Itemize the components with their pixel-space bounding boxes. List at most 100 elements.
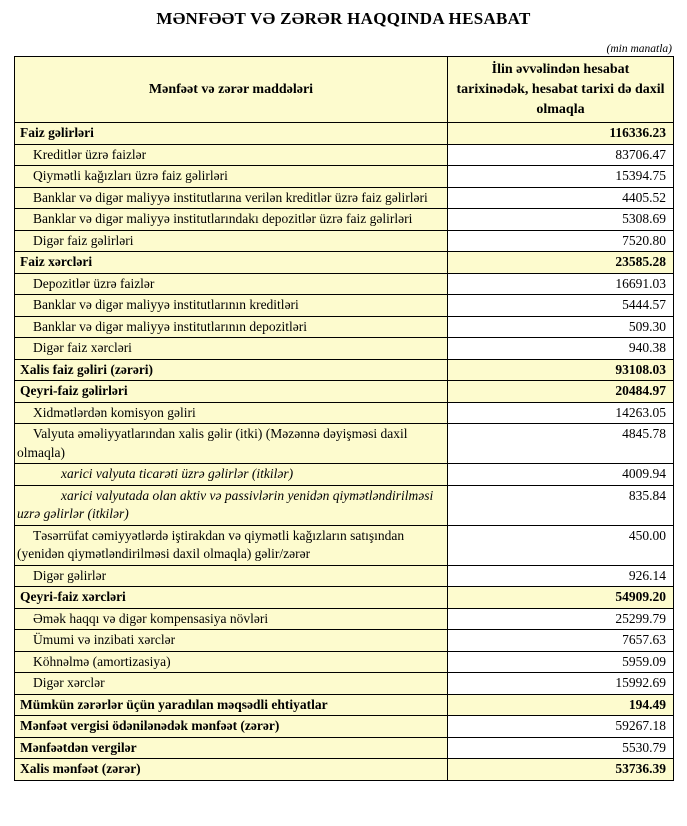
row-label: Digər xərclər — [14, 672, 448, 695]
row-value: 509.30 — [447, 315, 674, 338]
row-value: 54909.20 — [447, 586, 674, 609]
table-row: xarici valyuta ticarəti üzrə gəlirlər (i… — [14, 463, 674, 486]
table-row: Banklar və digər maliyyə institutlarında… — [14, 208, 674, 231]
row-value: 7520.80 — [447, 229, 674, 252]
row-label-text: Ümumi və inzibati xərclər — [33, 632, 176, 647]
row-label: Banklar və digər maliyyə institutlarının… — [14, 315, 448, 338]
row-value: 23585.28 — [447, 251, 674, 274]
row-label-text: Təsərrüfat cəmiyyətlərdə iştirakdan və q… — [17, 527, 405, 562]
row-value: 116336.23 — [447, 122, 674, 145]
row-label: Depozitlər üzrə faizlər — [14, 272, 448, 295]
row-label: xarici valyuta ticarəti üzrə gəlirlər (i… — [14, 463, 448, 486]
pl-table-body: Faiz gəlirləri 116336.23 Kreditlər üzrə fa… — [14, 122, 674, 781]
row-label-text: Qeyri-faiz gəlirləri — [20, 383, 128, 398]
row-value: 450.00 — [447, 524, 674, 566]
row-value: 83706.47 — [447, 143, 674, 166]
row-label: Banklar və digər maliyyə institutlarında… — [14, 208, 448, 231]
row-label: Mümkün zərərlər üçün yaradılan məqsədli … — [14, 693, 448, 716]
table-row: Digər gəlirlər 926.14 — [14, 564, 674, 587]
row-value: 5444.57 — [447, 294, 674, 317]
row-value: 926.14 — [447, 564, 674, 587]
table-row: Digər faiz xərcləri 940.38 — [14, 337, 674, 360]
row-label-text: Faiz gəlirləri — [20, 125, 94, 140]
table-row: Xalis mənfəət (zərər) 53736.39 — [14, 758, 674, 781]
row-value: 4405.52 — [447, 186, 674, 209]
row-label-text: Xalis faiz gəliri (zərəri) — [20, 361, 154, 377]
row-label-text: Faiz xərcləri — [20, 254, 93, 269]
table-row: Banklar və digər maliyyə institutlarına … — [14, 186, 674, 209]
row-label-text: Depozitlər üzrə faizlər — [33, 275, 155, 291]
row-label: Qeyri-faiz gəlirləri — [14, 380, 448, 403]
row-label: Banklar və digər maliyyə institutlarına … — [14, 186, 448, 209]
row-label: Xalis faiz gəliri (zərəri) — [14, 358, 448, 381]
row-label-text: Banklar və digər maliyyə institutlarının… — [33, 297, 299, 312]
table-row: Qiymətli kağızları üzrə faiz gəlirləri 15… — [14, 165, 674, 188]
row-label: Banklar və digər maliyyə institutlarının… — [14, 294, 448, 317]
row-label-text: Əmək haqqı və digər kompensasiya növləri — [33, 610, 269, 626]
row-label: xarici valyutada olan aktiv və passivlər… — [14, 484, 448, 526]
row-label: Mənfəətdən vergilər — [14, 736, 448, 759]
row-label-text: Mümkün zərərlər üçün yaradılan məqsədli … — [20, 696, 328, 712]
row-value: 5959.09 — [447, 650, 674, 673]
row-value: 5530.79 — [447, 736, 674, 759]
row-label: Ümumi və inzibati xərclər — [14, 629, 448, 652]
table-row: Xidmətlərdən komisyon gəliri 14263.05 — [14, 401, 674, 424]
row-label-text: xarici valyutada olan aktiv və passivlər… — [17, 487, 434, 522]
row-value: 93108.03 — [447, 358, 674, 381]
row-label: Mənfəət vergisi ödənilənədək mənfəət (zə… — [14, 715, 448, 738]
row-label: Köhnəlmə (amortizasiya) — [14, 650, 448, 673]
table-row: Mənfəət vergisi ödənilənədək mənfəət (zə… — [14, 715, 674, 738]
table-row: Köhnəlmə (amortizasiya) 5959.09 — [14, 650, 674, 673]
row-label-text: Digər gəlirlər — [33, 567, 107, 583]
row-label-text: Digər faiz xərcləri — [33, 340, 132, 355]
row-label: Digər faiz gəlirləri — [14, 229, 448, 252]
row-value: 7657.63 — [447, 629, 674, 652]
table-header-row: Mənfəət və zərər maddələri İlin əvvəlind… — [14, 56, 674, 123]
page-title: MƏNFƏƏT VƏ ZƏRƏR HAQQINDA HESABAT — [156, 9, 531, 28]
row-value: 835.84 — [447, 484, 674, 526]
table-row: xarici valyutada olan aktiv və passivlər… — [14, 484, 674, 526]
row-value: 14263.05 — [447, 401, 674, 424]
row-label: Qeyri-faiz xərcləri — [14, 586, 448, 609]
row-value: 20484.97 — [447, 380, 674, 403]
row-value: 59267.18 — [447, 715, 674, 738]
row-label: Kreditlər üzrə faizlər — [14, 143, 448, 166]
row-label: Xidmətlərdən komisyon gəliri — [14, 401, 448, 424]
row-label: Digər faiz xərcləri — [14, 337, 448, 360]
row-label-text: Valyuta əməliyyatlarından xalis gəlir (i… — [17, 426, 408, 460]
table-row: Qeyri-faiz xərcləri 54909.20 — [14, 586, 674, 609]
row-label-text: Banklar və digər maliyyə institutlarında… — [33, 211, 413, 226]
table-row: Əmək haqqı və digər kompensasiya növləri… — [14, 607, 674, 630]
row-label-text: Xidmətlərdən komisyon gəliri — [33, 404, 196, 420]
table-row: Digər xərclər 15992.69 — [14, 672, 674, 695]
table-row: Faiz gəlirləri 116336.23 — [14, 122, 674, 145]
row-label-text: Kreditlər üzrə faizlər — [33, 146, 147, 162]
table-row: Mümkün zərərlər üçün yaradılan məqsədli … — [14, 693, 674, 716]
row-label: Qiymətli kağızları üzrə faiz gəlirləri — [14, 165, 448, 188]
row-label: Valyuta əməliyyatlarından xalis gəlir (i… — [14, 423, 448, 464]
row-value: 25299.79 — [447, 607, 674, 630]
table-row: Təsərrüfat cəmiyyətlərdə iştirakdan və q… — [14, 524, 674, 566]
table-row: Mənfəətdən vergilər 5530.79 — [14, 736, 674, 759]
table-row: Xalis faiz gəliri (zərəri) 93108.03 — [14, 358, 674, 381]
table-row: Qeyri-faiz gəlirləri 20484.97 — [14, 380, 674, 403]
row-value: 15992.69 — [447, 672, 674, 695]
table-row: Kreditlər üzrə faizlər 83706.47 — [14, 143, 674, 166]
row-value: 194.49 — [447, 693, 674, 716]
table-row: Banklar və digər maliyyə institutlarının… — [14, 294, 674, 317]
table-row: Valyuta əməliyyatlarından xalis gəlir (i… — [14, 423, 674, 464]
row-label-text: Qiymətli kağızları üzrə faiz gəlirləri — [33, 168, 228, 183]
row-value: 4845.78 — [447, 423, 674, 464]
row-value: 4009.94 — [447, 463, 674, 486]
row-label: Xalis mənfəət (zərər) — [14, 758, 448, 781]
row-value: 16691.03 — [447, 272, 674, 295]
table-row: Ümumi və inzibati xərclər 7657.63 — [14, 629, 674, 652]
row-value: 53736.39 — [447, 758, 674, 781]
row-label-text: Mənfəətdən vergilər — [20, 739, 137, 755]
row-value: 940.38 — [447, 337, 674, 360]
row-label: Faiz gəlirləri — [14, 122, 448, 145]
row-value: 5308.69 — [447, 208, 674, 231]
row-label-text: Qeyri-faiz xərcləri — [20, 589, 126, 604]
row-label-text: Köhnəlmə (amortizasiya) — [33, 653, 171, 669]
